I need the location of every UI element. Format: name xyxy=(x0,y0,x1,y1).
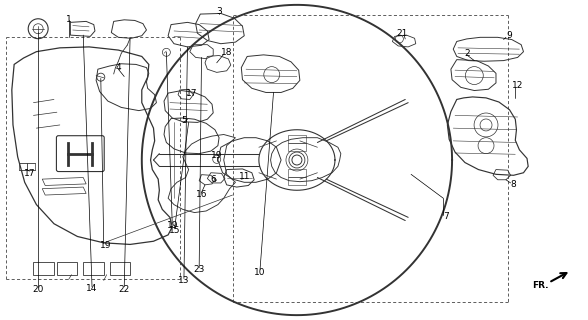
Text: 2: 2 xyxy=(464,49,470,58)
Text: 10: 10 xyxy=(254,268,266,277)
Text: 14: 14 xyxy=(86,284,98,293)
Text: 6: 6 xyxy=(211,175,216,184)
Text: 13: 13 xyxy=(178,276,190,285)
Text: 21: 21 xyxy=(397,29,408,38)
Text: 12: 12 xyxy=(512,81,523,90)
Text: 19: 19 xyxy=(211,151,222,160)
Text: 16: 16 xyxy=(196,190,207,199)
Text: 15: 15 xyxy=(169,226,181,235)
Text: 9: 9 xyxy=(506,31,512,40)
Text: 1: 1 xyxy=(66,15,72,24)
Text: FR.: FR. xyxy=(532,281,548,290)
Text: 7: 7 xyxy=(443,212,449,221)
Text: 5: 5 xyxy=(181,116,187,125)
Text: 11: 11 xyxy=(239,172,250,181)
Text: 18: 18 xyxy=(221,48,232,57)
Text: 20: 20 xyxy=(32,284,44,293)
Text: 3: 3 xyxy=(216,7,222,16)
Text: 4: 4 xyxy=(116,63,121,72)
Text: 23: 23 xyxy=(193,265,205,275)
Text: 8: 8 xyxy=(510,180,516,189)
Text: 22: 22 xyxy=(119,284,130,293)
Text: 17: 17 xyxy=(186,89,198,98)
Text: 19: 19 xyxy=(166,221,178,230)
Text: 17: 17 xyxy=(24,169,35,178)
Text: 19: 19 xyxy=(100,241,111,250)
